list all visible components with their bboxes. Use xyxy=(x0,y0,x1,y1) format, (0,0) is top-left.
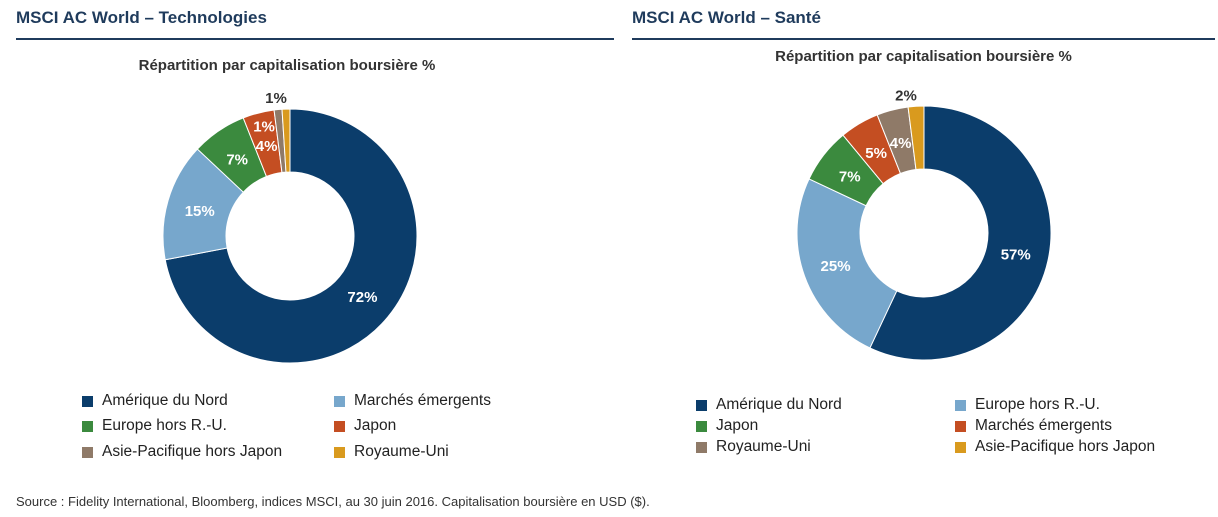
legend-swatch xyxy=(696,399,707,411)
slice-label-2: 7% xyxy=(226,151,248,168)
legend-item: Royaume-Uni xyxy=(334,443,449,461)
donut-slice-0 xyxy=(869,105,1052,361)
legend-swatch xyxy=(696,441,707,453)
legend-swatch xyxy=(82,446,93,458)
legend-swatch xyxy=(334,395,345,407)
donut-slice-5 xyxy=(281,108,291,173)
slice-label-1: 15% xyxy=(185,203,215,220)
legend-swatch xyxy=(955,441,966,453)
title-divider xyxy=(632,38,1215,40)
legend-swatch xyxy=(82,420,93,432)
legend-label: Japon xyxy=(716,417,759,434)
legend-label: Royaume-Uni xyxy=(354,443,449,460)
slice-label-5: 1% xyxy=(265,90,287,107)
legend-swatch xyxy=(334,446,345,458)
legend-label: Amérique du Nord xyxy=(102,392,228,409)
legend-label: Marchés émergents xyxy=(975,417,1112,434)
legend-item: Marchés émergents xyxy=(955,417,1112,435)
legend-label: Amérique du Nord xyxy=(716,396,842,413)
legend-item: Amérique du Nord xyxy=(82,392,228,410)
chart-panel-technologies: MSCI AC World – Technologies Répartition… xyxy=(16,0,614,480)
panel-title: MSCI AC World – Santé xyxy=(632,8,821,27)
slice-label-2: 7% xyxy=(839,168,861,185)
source-note: Source : Fidelity International, Bloombe… xyxy=(16,494,650,509)
legend-label: Asie-Pacifique hors Japon xyxy=(975,438,1156,455)
donut-chart: 57% 25% 7%5%4% 2% xyxy=(796,87,1052,361)
legend-item: Marchés émergents xyxy=(334,392,491,410)
panel-title: MSCI AC World – Technologies xyxy=(16,8,267,27)
legend-label: Asie-Pacifique hors Japon xyxy=(102,443,283,460)
legend-label: Royaume-Uni xyxy=(716,438,811,455)
legend-swatch xyxy=(955,420,966,432)
legend-label: Marchés émergents xyxy=(354,392,491,409)
legend-label: Japon xyxy=(354,417,397,434)
donut-slice-5 xyxy=(907,105,925,171)
legend-swatch xyxy=(696,420,707,432)
legend-swatch xyxy=(334,420,345,432)
legend-swatch xyxy=(955,399,966,411)
legend-item: Japon xyxy=(334,417,396,435)
slice-label-1: 25% xyxy=(821,258,851,275)
legend-item: Asie-Pacifique hors Japon xyxy=(955,438,1155,456)
donut-chart: 72% 15% 7% 4% 1% 1% xyxy=(162,90,418,364)
slice-label-0: 57% xyxy=(1001,247,1031,264)
legend-item: Asie-Pacifique hors Japon xyxy=(82,443,282,461)
chart-panel-sante: MSCI AC World – Santé Répartition par ca… xyxy=(632,0,1215,480)
legend-swatch xyxy=(82,395,93,407)
slice-label-3: 4% xyxy=(256,138,278,155)
legend-item: Europe hors R.-U. xyxy=(82,417,227,435)
chart-title: Répartition par capitalisation boursière… xyxy=(138,57,436,74)
slice-label-4: 1% xyxy=(253,119,275,136)
legend-item: Amérique du Nord xyxy=(696,396,842,414)
slice-label-5: 2% xyxy=(895,87,917,104)
legend-label: Europe hors R.-U. xyxy=(102,417,227,434)
slice-label-3: 5% xyxy=(865,145,887,162)
legend-item: Europe hors R.-U. xyxy=(955,396,1100,414)
legend-label: Europe hors R.-U. xyxy=(975,396,1100,413)
donut-slice-1 xyxy=(796,178,898,349)
slice-label-0: 72% xyxy=(347,289,377,306)
legend-item: Japon xyxy=(696,417,758,435)
title-divider xyxy=(16,38,614,40)
chart-title: Répartition par capitalisation boursière… xyxy=(775,48,1072,65)
donut-slice-0 xyxy=(164,108,418,364)
slice-label-4: 4% xyxy=(890,135,912,152)
legend-item: Royaume-Uni xyxy=(696,438,811,456)
